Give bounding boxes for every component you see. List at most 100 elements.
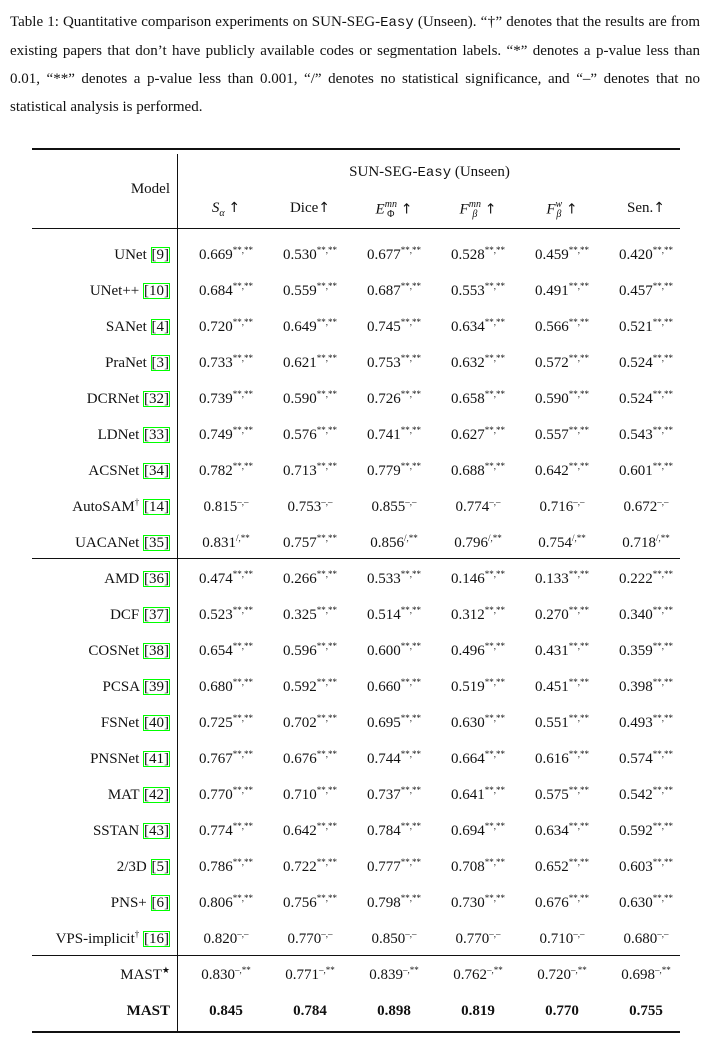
results-table: SUN-SEG-Easy (Unseen) Model Sα ↑ Dice↑ E… — [32, 148, 680, 1034]
table-row: UACANet [35] 0.831/,** 0.757**,** 0.856/,**… — [32, 527, 680, 563]
citation-link[interactable]: [40] — [143, 715, 170, 731]
model-name: ACSNet [34] — [88, 463, 170, 479]
model-name: UNet++ [10] — [89, 283, 170, 299]
table-cell: 0.815–,– — [203, 497, 249, 516]
table-row: UNet [9] 0.669**,** 0.530**,** 0.677**,** 0.… — [32, 239, 680, 275]
table-cell: 0.784**,** — [367, 821, 421, 840]
table-cell: 0.133**,** — [535, 569, 589, 588]
table-row: UNet++ [10] 0.684**,** 0.559**,** 0.687**,*… — [32, 275, 680, 311]
table-cell: 0.340**,** — [619, 605, 673, 624]
table-cell: 0.806**,** — [199, 893, 253, 912]
citation-link[interactable]: [5] — [150, 859, 170, 875]
citation-link[interactable]: [14] — [143, 499, 170, 515]
citation-link[interactable]: [34] — [143, 463, 170, 479]
table-cell: 0.737**,** — [367, 785, 421, 804]
table-cell: 0.543**,** — [619, 425, 673, 444]
table-cell: 0.496**,** — [451, 641, 505, 660]
table-cell: 0.660**,** — [367, 677, 421, 696]
table-cell: 0.687**,** — [367, 281, 421, 300]
table-cell: 0.559**,** — [283, 281, 337, 300]
table-cell: 0.722**,** — [283, 857, 337, 876]
table-cell: 0.684**,** — [199, 281, 253, 300]
table-cell: 0.630**,** — [451, 713, 505, 732]
table-cell: 0.431**,** — [535, 641, 589, 660]
citation-link[interactable]: [6] — [150, 895, 170, 911]
citation-link[interactable]: [3] — [150, 355, 170, 371]
citation-link[interactable]: [32] — [143, 391, 170, 407]
table-row: PNSNet [41] 0.767**,** 0.676**,** 0.744**,*… — [32, 743, 680, 779]
table-cell: 0.642**,** — [535, 461, 589, 480]
citation-link[interactable]: [9] — [150, 247, 170, 263]
col-header-sen: Sen.↑ — [627, 200, 665, 216]
citation-link[interactable]: [38] — [143, 643, 170, 659]
table-cell: 0.757**,** — [283, 533, 337, 552]
citation-link[interactable]: [36] — [143, 571, 170, 587]
bottom-rule — [32, 1031, 680, 1033]
table-cell: 0.270**,** — [535, 605, 589, 624]
citation-link[interactable]: [16] — [143, 931, 170, 947]
table-cell: 0.753**,** — [367, 353, 421, 372]
table-cell: 0.672–,– — [623, 497, 669, 516]
top-rule — [32, 148, 680, 150]
model-name: MAT [42] — [107, 787, 170, 803]
table-cell: 0.603**,** — [619, 857, 673, 876]
citation-link[interactable]: [39] — [143, 679, 170, 695]
table-cell: 0.733**,** — [199, 353, 253, 372]
table-cell: 0.771–,** — [285, 965, 335, 984]
citation-link[interactable]: [43] — [143, 823, 170, 839]
table-cell: 0.521**,** — [619, 317, 673, 336]
citation-link[interactable]: [41] — [143, 751, 170, 767]
model-name: MAST★ — [120, 965, 170, 984]
table-cell: 0.756**,** — [283, 893, 337, 912]
table-cell: 0.514**,** — [367, 605, 421, 624]
table-cell: 0.542**,** — [619, 785, 673, 804]
table-cell: 0.680–,– — [623, 929, 669, 948]
citation-link[interactable]: [33] — [143, 427, 170, 443]
table-cell: 0.680**,** — [199, 677, 253, 696]
table-row: ACSNet [34] 0.782**,** 0.713**,** 0.779**,*… — [32, 455, 680, 491]
model-name: PraNet [3] — [105, 355, 170, 371]
table-cell: 0.819 — [461, 1003, 495, 1019]
table-cell: 0.708**,** — [451, 857, 505, 876]
table-cell: 0.524**,** — [619, 353, 673, 372]
table-row: DCF [37] 0.523**,** 0.325**,** 0.514**,** 0.… — [32, 599, 680, 635]
citation-link[interactable]: [42] — [143, 787, 170, 803]
table-row: 2/3D [5] 0.786**,** 0.722**,** 0.777**,** 0.… — [32, 851, 680, 887]
table-row: DCRNet [32] 0.739**,** 0.590**,** 0.726**,*… — [32, 383, 680, 419]
table-cell: 0.222**,** — [619, 569, 673, 588]
table-cell: 0.592**,** — [619, 821, 673, 840]
table-cell: 0.898 — [377, 1003, 411, 1019]
table-cell: 0.654**,** — [199, 641, 253, 660]
model-name: MAST — [126, 1003, 170, 1019]
table-row: PCSA [39] 0.680**,** 0.592**,** 0.660**,** 0… — [32, 671, 680, 707]
model-name: DCF [37] — [110, 607, 170, 623]
table-cell: 0.451**,** — [535, 677, 589, 696]
citation-link[interactable]: [37] — [143, 607, 170, 623]
table-cell: 0.574**,** — [619, 749, 673, 768]
model-name: UACANet [35] — [75, 535, 170, 551]
model-name: AutoSAM† [14] — [72, 497, 170, 515]
table-row: MAT [42] 0.770**,** 0.710**,** 0.737**,** 0.… — [32, 779, 680, 815]
table-cell: 0.839–,** — [369, 965, 419, 984]
table-cell: 0.553**,** — [451, 281, 505, 300]
citation-link[interactable]: [10] — [143, 283, 170, 299]
table-cell: 0.528**,** — [451, 245, 505, 264]
table-cell: 0.649**,** — [283, 317, 337, 336]
table-cell: 0.590**,** — [535, 389, 589, 408]
mid-rule-1 — [32, 558, 680, 559]
table-cell: 0.725**,** — [199, 713, 253, 732]
citation-link[interactable]: [35] — [143, 535, 170, 551]
table-cell: 0.632**,** — [451, 353, 505, 372]
table-cell: 0.710**,** — [283, 785, 337, 804]
model-name: PNS+ [6] — [110, 895, 170, 911]
table-cell: 0.325**,** — [283, 605, 337, 624]
table-cell: 0.796/,** — [454, 533, 502, 552]
citation-link[interactable]: [4] — [150, 319, 170, 335]
table-cell: 0.716–,– — [539, 497, 585, 516]
table-caption: Table 1: Quantitative comparison experim… — [10, 8, 700, 121]
table-cell: 0.831/,** — [202, 533, 250, 552]
caption-text-b: (Unseen). “†” denotes that the results a… — [10, 14, 701, 115]
